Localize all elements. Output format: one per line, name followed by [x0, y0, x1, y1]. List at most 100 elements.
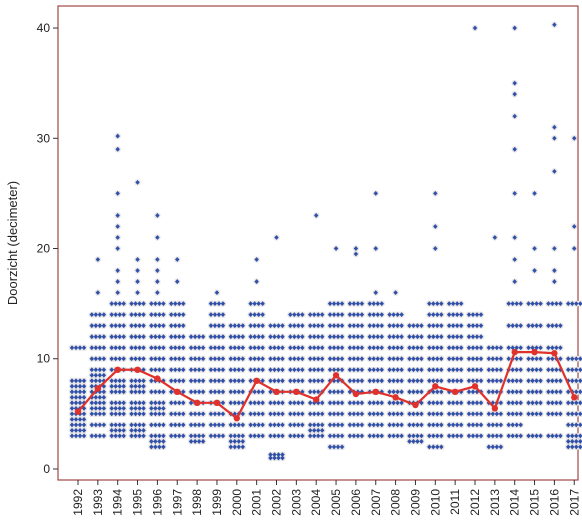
observation-point	[574, 411, 579, 417]
y-tick-label: 40	[37, 21, 51, 35]
median-point	[571, 394, 578, 401]
observation-point	[498, 444, 504, 450]
observation-point	[208, 422, 214, 428]
observation-point	[530, 389, 535, 395]
observation-point	[260, 356, 265, 362]
observation-point	[161, 433, 166, 439]
observation-point	[514, 356, 519, 362]
observation-point	[458, 367, 464, 373]
x-tick-label: 2010	[428, 489, 442, 516]
observation-point	[181, 356, 186, 362]
observation-point	[554, 323, 559, 329]
observation-point	[391, 356, 396, 362]
observation-point	[552, 246, 557, 251]
observation-point	[335, 345, 341, 351]
observation-point	[141, 422, 146, 428]
observation-point	[530, 400, 535, 406]
observation-point	[121, 356, 126, 362]
observation-point	[129, 422, 134, 428]
observation-point	[478, 433, 484, 439]
observation-point	[431, 301, 436, 307]
observation-point	[220, 345, 226, 351]
observation-point	[431, 378, 436, 384]
observation-point	[228, 378, 233, 384]
observation-point	[351, 334, 357, 340]
observation-point	[347, 378, 353, 384]
observation-point	[526, 433, 531, 439]
y-tick-label: 10	[37, 352, 51, 366]
observation-point	[478, 367, 484, 373]
observation-point	[77, 394, 83, 400]
observation-point	[93, 372, 99, 378]
observation-point	[494, 411, 500, 417]
observation-point	[450, 411, 456, 417]
observation-point	[526, 400, 531, 406]
observation-point	[446, 312, 452, 318]
observation-point	[113, 323, 118, 329]
observation-point	[192, 334, 198, 340]
observation-point	[254, 257, 259, 262]
observation-point	[252, 312, 257, 318]
observation-point	[117, 356, 122, 362]
observation-point	[454, 367, 460, 373]
observation-point	[532, 268, 537, 273]
observation-point	[339, 356, 345, 362]
observation-point	[411, 422, 416, 428]
observation-point	[252, 334, 257, 340]
observation-point	[113, 334, 118, 340]
observation-point	[173, 301, 178, 307]
observation-point	[327, 356, 333, 362]
observation-point	[335, 411, 341, 417]
observation-point	[117, 345, 122, 351]
observation-point	[109, 383, 114, 389]
observation-point	[514, 367, 519, 373]
x-tick-label: 1992	[71, 489, 85, 516]
observation-point	[558, 411, 563, 417]
observation-point	[367, 356, 372, 362]
observation-point	[391, 378, 396, 384]
observation-point	[256, 301, 261, 307]
observation-point	[427, 323, 432, 329]
observation-point	[113, 405, 118, 411]
observation-point	[478, 312, 484, 318]
observation-point	[550, 378, 555, 384]
observation-point	[280, 367, 285, 373]
observation-point	[446, 356, 452, 362]
observation-point	[208, 433, 214, 439]
observation-point	[153, 301, 158, 307]
observation-point	[316, 378, 321, 384]
observation-point	[177, 356, 182, 362]
x-tick-label: 2001	[250, 489, 264, 516]
observation-point	[101, 422, 107, 428]
observation-point	[486, 411, 492, 417]
observation-point	[153, 389, 158, 395]
observation-point	[133, 433, 138, 439]
observation-point	[546, 323, 551, 329]
observation-point	[534, 433, 539, 439]
observation-point	[149, 312, 154, 318]
observation-point	[153, 444, 158, 450]
observation-point	[510, 323, 515, 329]
observation-point	[347, 411, 353, 417]
observation-point	[331, 323, 337, 329]
observation-point	[419, 389, 424, 395]
observation-point	[232, 334, 237, 340]
median-point	[114, 366, 121, 373]
observation-point	[200, 345, 206, 351]
observation-point	[177, 312, 182, 318]
observation-point	[268, 400, 273, 406]
observation-point	[212, 422, 218, 428]
observation-point	[395, 389, 400, 395]
observation-point	[93, 367, 99, 373]
observation-point	[532, 190, 537, 196]
observation-point	[216, 312, 222, 318]
observation-point	[268, 411, 273, 417]
observation-point	[240, 378, 245, 384]
observation-point	[77, 389, 83, 395]
observation-point	[427, 378, 432, 384]
observation-point	[546, 301, 551, 307]
observation-point	[252, 433, 257, 439]
observation-point	[574, 367, 579, 373]
observation-point	[371, 367, 376, 373]
observation-point	[538, 345, 543, 351]
